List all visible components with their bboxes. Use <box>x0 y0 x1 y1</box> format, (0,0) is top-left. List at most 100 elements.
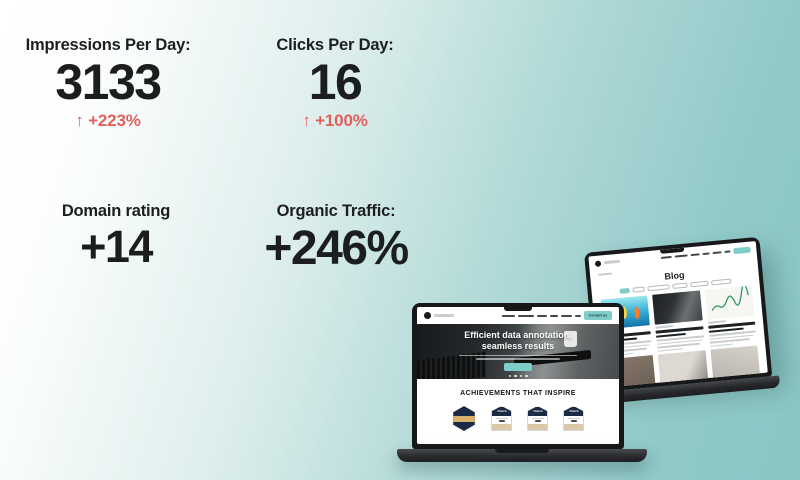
metric-label: Organic Traffic: <box>276 202 396 220</box>
logo-text-placeholder <box>603 259 621 264</box>
metric-label: Domain rating <box>61 202 171 220</box>
breadcrumb-placeholder <box>597 272 613 276</box>
metric-delta: ↑ +223% <box>75 111 140 131</box>
carousel-dot <box>508 374 511 378</box>
nav-item-placeholder <box>690 252 700 256</box>
up-arrow-icon: ↑ <box>75 111 84 130</box>
metric-label: Impressions Per Day: <box>25 36 191 54</box>
hero-cta-button-mockup <box>504 362 532 371</box>
blog-card <box>704 285 757 347</box>
laptop-mockup-front: Contact us Efficient data annotation, se… <box>397 303 647 465</box>
metric-domain-rating: Domain rating +14 <box>26 202 206 272</box>
nav-item-placeholder <box>660 255 672 259</box>
filter-pill-active <box>619 287 630 294</box>
filter-pill <box>690 280 709 288</box>
badge-text-placeholder <box>534 420 541 423</box>
carousel-dots <box>508 374 528 378</box>
filter-pill <box>672 282 688 289</box>
date-placeholder <box>655 325 674 329</box>
metric-value: 16 <box>308 54 363 110</box>
badge-label: Clutch <box>568 409 579 413</box>
badge-text-placeholder <box>498 420 505 423</box>
contact-button-mockup: Contact us <box>584 311 612 320</box>
filter-pill <box>711 278 732 286</box>
carousel-dot <box>514 374 517 378</box>
contact-button-label: Contact us <box>588 313 608 318</box>
nav-item-placeholder <box>702 251 710 255</box>
delta-value: +100% <box>315 111 368 130</box>
filter-pill <box>632 286 645 293</box>
green-chart-doodle <box>711 285 749 311</box>
badge-text-placeholder <box>567 417 580 420</box>
achievements-title: ACHIEVEMENTS THAT INSPIRE <box>460 390 576 397</box>
nav-item-placeholder <box>724 249 731 253</box>
chart-sketch-image <box>704 285 755 320</box>
award-badges: Clutch Clutch <box>452 406 584 431</box>
hero-subtext-placeholder <box>459 354 577 360</box>
nav-item-placeholder <box>550 314 558 317</box>
date-placeholder <box>707 320 726 324</box>
carousel-dot <box>519 374 522 378</box>
blog-page-mockup: Blog <box>588 241 768 389</box>
hero-title: Efficient data annotation, seamless resu… <box>464 330 572 352</box>
mockup-navbar: Contact us <box>417 307 619 324</box>
blog-card <box>652 290 704 352</box>
site-logo-icon <box>424 312 431 319</box>
excerpt-placeholder <box>709 343 734 347</box>
clutch-badge: Clutch <box>491 406 512 431</box>
metric-organic-traffic: Organic Traffic: +246% <box>243 202 429 275</box>
laptop-mockup-back: Blog <box>584 235 788 408</box>
hero-title-line1: Efficient data annotation, <box>464 330 572 340</box>
badge-body <box>492 416 511 424</box>
landing-page-mockup: Contact us Efficient data annotation, se… <box>417 307 619 444</box>
badge-footer <box>564 424 583 430</box>
metric-value: +14 <box>80 221 153 272</box>
metric-label: Clicks Per Day: <box>276 36 394 54</box>
nav-item-placeholder <box>674 253 688 258</box>
site-logo-icon <box>594 259 602 267</box>
metric-delta: ↑ +100% <box>302 111 367 131</box>
badge-text-placeholder <box>495 417 508 420</box>
excerpt-placeholder <box>657 347 684 352</box>
up-arrow-icon: ↑ <box>302 111 311 130</box>
filter-pill <box>647 284 670 292</box>
clutch-badge: Clutch <box>527 406 548 431</box>
logo-text-placeholder <box>434 314 454 317</box>
blog-card-row <box>592 285 765 357</box>
nav-item-placeholder <box>537 314 547 317</box>
hero-section: Efficient data annotation, seamless resu… <box>417 324 619 379</box>
subtext-line <box>459 354 577 357</box>
achievements-section: ACHIEVEMENTS THAT INSPIRE Clutch <box>417 379 619 444</box>
badge-gold-band <box>453 416 475 422</box>
badge-text-placeholder <box>531 417 544 420</box>
badge-text-placeholder <box>570 420 577 423</box>
badge-label: Clutch <box>496 409 507 413</box>
carousel-dot <box>525 374 528 378</box>
award-badge-hex <box>453 406 475 431</box>
badge-header: Clutch <box>492 407 511 416</box>
laptop-base <box>397 449 647 462</box>
badge-body <box>564 416 583 424</box>
metric-clicks: Clicks Per Day: 16 ↑ +100% <box>250 36 420 131</box>
badge-footer <box>528 424 547 430</box>
nav-item-placeholder <box>712 250 722 254</box>
hero-title-line2: seamless results <box>481 340 555 351</box>
contact-button-mockup <box>733 246 751 254</box>
metric-value: 3133 <box>55 54 162 110</box>
cup-photo <box>563 331 577 348</box>
nav-item-placeholder <box>561 314 572 317</box>
camera-notch <box>504 307 532 311</box>
typing-image <box>652 290 703 325</box>
nav-item-placeholder <box>575 314 581 317</box>
badge-label: Clutch <box>532 409 543 413</box>
clutch-badge: Clutch <box>563 406 584 431</box>
metric-impressions: Impressions Per Day: 3133 ↑ +223% <box>18 36 198 131</box>
metric-value: +246% <box>264 222 409 275</box>
subtext-line <box>476 357 560 360</box>
delta-value: +223% <box>88 111 141 130</box>
laptop-base-notch <box>495 449 549 453</box>
badge-header: Clutch <box>528 407 547 416</box>
badge-body <box>528 416 547 424</box>
badge-footer <box>492 424 511 430</box>
badge-header: Clutch <box>564 407 583 416</box>
